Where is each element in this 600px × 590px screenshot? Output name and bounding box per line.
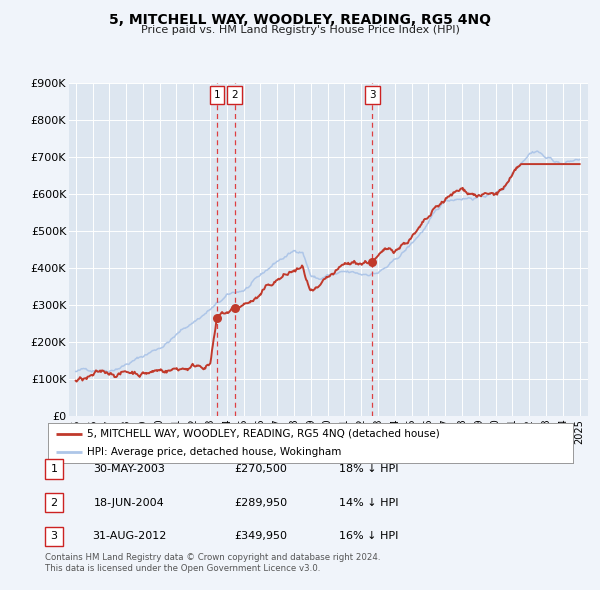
Text: 5, MITCHELL WAY, WOODLEY, READING, RG5 4NQ: 5, MITCHELL WAY, WOODLEY, READING, RG5 4… (109, 13, 491, 27)
Text: This data is licensed under the Open Government Licence v3.0.: This data is licensed under the Open Gov… (45, 565, 320, 573)
Text: HPI: Average price, detached house, Wokingham: HPI: Average price, detached house, Woki… (88, 447, 342, 457)
Text: £270,500: £270,500 (235, 464, 287, 474)
Text: 18-JUN-2004: 18-JUN-2004 (94, 498, 164, 507)
Text: 18% ↓ HPI: 18% ↓ HPI (339, 464, 399, 474)
Text: 2: 2 (231, 90, 238, 100)
Text: 16% ↓ HPI: 16% ↓ HPI (340, 532, 398, 541)
Text: 1: 1 (50, 464, 58, 474)
Text: £289,950: £289,950 (235, 498, 287, 507)
Text: 2: 2 (50, 498, 58, 507)
Text: 30-MAY-2003: 30-MAY-2003 (93, 464, 165, 474)
Text: 14% ↓ HPI: 14% ↓ HPI (339, 498, 399, 507)
Text: 3: 3 (50, 532, 58, 541)
Text: 3: 3 (369, 90, 376, 100)
Text: 31-AUG-2012: 31-AUG-2012 (92, 532, 166, 541)
Text: Contains HM Land Registry data © Crown copyright and database right 2024.: Contains HM Land Registry data © Crown c… (45, 553, 380, 562)
Text: £349,950: £349,950 (235, 532, 287, 541)
Text: Price paid vs. HM Land Registry's House Price Index (HPI): Price paid vs. HM Land Registry's House … (140, 25, 460, 35)
Text: 1: 1 (214, 90, 220, 100)
Text: 5, MITCHELL WAY, WOODLEY, READING, RG5 4NQ (detached house): 5, MITCHELL WAY, WOODLEY, READING, RG5 4… (88, 429, 440, 439)
